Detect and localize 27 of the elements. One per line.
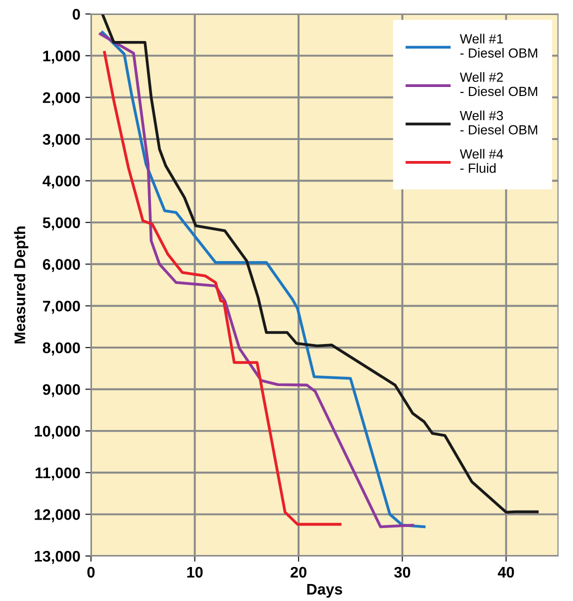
y-tick-label: 8,000 — [42, 342, 80, 356]
y-tick-label: 4,000 — [42, 176, 80, 189]
x-tick-label: 20 — [290, 566, 306, 578]
x-tick-label: 40 — [498, 566, 514, 578]
line-series — [101, 14, 539, 514]
x-axis-title: Days — [307, 584, 342, 598]
x-tick-label: 10 — [187, 566, 203, 578]
legend-label: Well #2 - Diesel OBM — [460, 72, 538, 96]
y-tick-label: 2,000 — [42, 92, 80, 106]
legend-label: Well #3 - Diesel OBM — [460, 110, 538, 134]
y-tick-label: 9,000 — [42, 384, 80, 398]
y-axis-title: Measured Depth — [14, 226, 28, 344]
legend-label: Well #4 - Fluid — [460, 148, 504, 173]
y-tick-label: 5,000 — [42, 217, 80, 230]
legend-label: Well #1 - Diesel OBM — [460, 34, 538, 58]
y-tick-label: 3,000 — [42, 134, 80, 147]
y-tick-label: 11,000 — [36, 467, 80, 481]
line-series — [103, 50, 342, 526]
y-tick-label: 10,000 — [34, 426, 80, 439]
y-tick-label: 12,000 — [34, 509, 80, 522]
y-tick-label: 1,000 — [43, 50, 80, 64]
y-tick-label: 13,000 — [34, 550, 80, 564]
y-tick-label: 6,000 — [42, 259, 80, 272]
x-tick-label: 0 — [87, 566, 95, 578]
x-tick-label: 30 — [394, 566, 410, 578]
y-tick-label: 7,000 — [43, 300, 80, 314]
y-tick-label: 0 — [72, 8, 80, 20]
